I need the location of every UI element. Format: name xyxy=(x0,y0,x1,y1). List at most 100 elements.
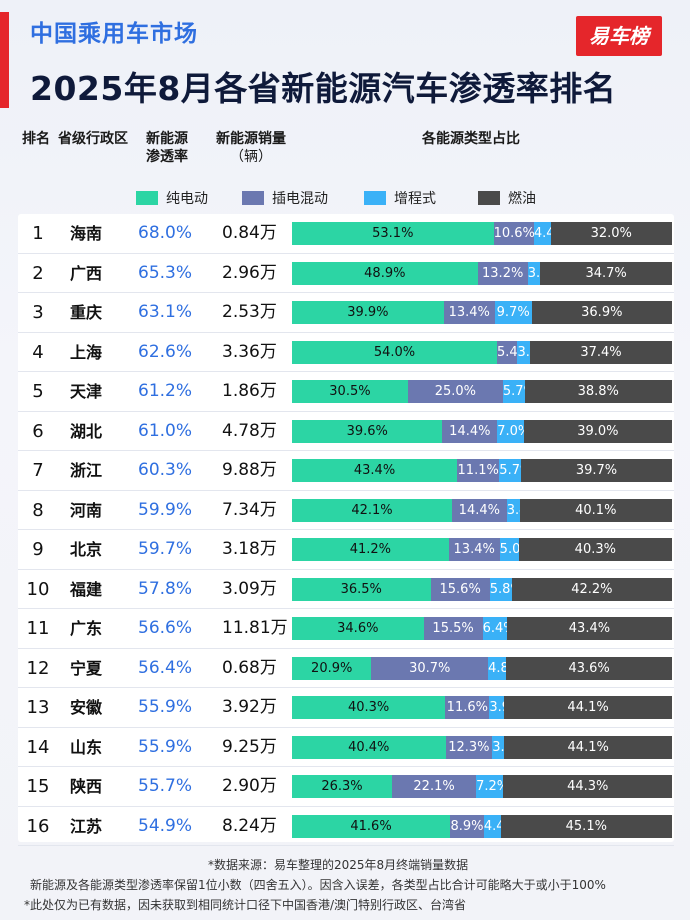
share-bar: 40.4% 12.3%3.2% 44.1% xyxy=(292,735,672,759)
bar-label-ice: 32.0% xyxy=(590,226,632,241)
bar-segment-phev: 13.4% xyxy=(448,538,500,561)
legend-swatch-erev xyxy=(364,191,386,205)
legend-label-ice: 燃油 xyxy=(508,191,536,207)
bar-segment-phev: 11.1% xyxy=(457,459,500,482)
rank-cell: 3 xyxy=(32,302,44,323)
bar-segment-ice: 39.7% xyxy=(520,459,672,482)
penetration-cell: 63.1% xyxy=(138,302,193,322)
table-row: 14 山东 55.9% 9.25万 40.4% 12.3%3.2% 44.1% xyxy=(18,728,674,767)
share-bar: 26.3% 22.1% 7.2% 44.3% xyxy=(292,775,672,798)
ranking-table: 1海南68.0%0.84万53.1%10.6%4.4%32.0%2广西65.3%… xyxy=(18,214,674,846)
rank-cell: 7 xyxy=(32,460,44,481)
bar-segment-phev: 8.9% xyxy=(450,814,484,838)
bar-segment-ice: 43.4% xyxy=(506,617,672,640)
bar-segment-ice: 39.0% xyxy=(523,419,672,443)
bar-label-bev: 42.1% xyxy=(351,502,393,518)
table-row: 10 福建 57.8% 3.09万 36.5% 15.6% 5.8% 42.2% xyxy=(18,570,674,609)
bar-segment-phev: 12.3% xyxy=(445,735,493,759)
col-sales-header-line1: 新能源销量 xyxy=(216,131,286,147)
bar-segment-erev: 9.7% xyxy=(494,301,532,324)
table-row: 3 重庆 63.1% 2.53万 39.9% 13.4% 9.7% 36.9% xyxy=(18,293,674,333)
penetration-cell: 55.9% xyxy=(138,697,193,717)
table-row: 9 北京 59.7% 3.18万 41.2% 13.4% 5.0% 40.3% xyxy=(18,530,674,570)
table-row: 13 安徽 55.9% 3.92万 40.3% 11.6%3.9% 44.1% xyxy=(18,688,674,728)
bar-label-ice: 42.2% xyxy=(571,581,613,597)
sales-cell: 2.96万 xyxy=(222,262,277,283)
bar-segment-ice: 42.2% xyxy=(511,577,672,601)
bar-label-phev: 14.4% xyxy=(458,502,500,518)
bar-label-phev: 15.6% xyxy=(439,581,481,597)
bar-segment-bev: 36.5% xyxy=(292,577,431,601)
province-cell: 宁夏 xyxy=(70,658,103,678)
bar-segment-ice: 36.9% xyxy=(531,301,672,324)
penetration-cell: 55.9% xyxy=(138,736,193,757)
table-row: 8 河南 59.9% 7.34万 42.1% 14.4% 3.4% 40.1% xyxy=(18,491,674,530)
col-share-header: 各能源类型占比 xyxy=(422,131,520,147)
bar-label-phev: 12.3% xyxy=(448,739,490,755)
bar-segment-phev: 5.4% xyxy=(496,340,530,364)
rank-cell: 11 xyxy=(26,618,50,639)
bar-label-phev: 8.9% xyxy=(450,818,484,834)
bar-segment-erev: 4.4% xyxy=(533,222,567,245)
bar-segment-phev: 13.2% xyxy=(477,261,528,285)
bar-label-phev: 13.4% xyxy=(448,305,490,320)
col-rate-header-line2: 渗透率 xyxy=(146,149,188,165)
bar-label-bev: 43.4% xyxy=(353,463,396,478)
sales-cell: 3.18万 xyxy=(222,539,277,559)
legend-swatch-phev xyxy=(242,191,264,205)
page-subtitle: 中国乘用车市场 xyxy=(30,21,198,47)
brand-logo: 易车榜 xyxy=(576,16,662,56)
table-row: 5 天津 61.2% 1.86万 30.5% 25.0% 5.7% 38.8% xyxy=(18,372,674,412)
penetration-cell: 61.2% xyxy=(138,381,193,401)
legend-label-phev: 插电混动 xyxy=(272,191,328,207)
accent-bar xyxy=(0,12,9,108)
bar-segment-erev: 5.0% xyxy=(499,538,533,561)
rank-cell: 5 xyxy=(32,381,44,402)
rounding-note: 新能源及各能源类型渗透率保留1位小数（四舍五入）。因含入误差，各类型占比合计可能… xyxy=(30,878,606,892)
penetration-cell: 55.7% xyxy=(138,776,193,796)
province-cell: 浙江 xyxy=(70,461,103,480)
sales-cell: 0.68万 xyxy=(222,657,277,678)
bar-label-phev: 11.6% xyxy=(446,700,488,715)
bar-segment-bev: 39.9% xyxy=(292,301,444,324)
penetration-cell: 59.7% xyxy=(138,539,193,559)
province-cell: 北京 xyxy=(70,540,103,559)
bar-segment-bev: 20.9% xyxy=(292,656,372,680)
province-cell: 山东 xyxy=(70,737,103,757)
bar-segment-phev: 10.6% xyxy=(493,222,535,245)
rank-cell: 15 xyxy=(26,776,50,797)
bar-segment-erev: 5.7% xyxy=(499,459,532,482)
bar-label-ice: 40.3% xyxy=(574,542,616,557)
rank-cell: 4 xyxy=(32,341,44,363)
sales-cell: 3.36万 xyxy=(222,341,277,362)
bar-label-phev: 25.0% xyxy=(434,384,477,399)
bar-segment-phev: 15.5% xyxy=(423,617,483,640)
sales-cell: 9.88万 xyxy=(222,460,277,480)
col-rank-header: 排名 xyxy=(22,131,50,147)
legend-label-bev: 纯电动 xyxy=(166,191,208,207)
bar-segment-phev: 13.4% xyxy=(443,301,495,324)
bar-label-ice: 39.7% xyxy=(575,463,618,478)
table-row: 12 宁夏 56.4% 0.68万 20.9% 30.7% 4.8% 43.6% xyxy=(18,649,674,688)
share-bar: 43.4% 11.1% 5.7% 39.7% xyxy=(292,459,672,482)
sales-cell: 8.24万 xyxy=(222,815,277,836)
bar-label-ice: 43.6% xyxy=(568,660,610,676)
rank-cell: 9 xyxy=(32,539,44,560)
province-cell: 海南 xyxy=(70,224,103,243)
bar-label-bev: 20.9% xyxy=(311,660,353,676)
province-cell: 河南 xyxy=(70,500,103,520)
bar-label-ice: 44.1% xyxy=(567,700,609,715)
bar-segment-bev: 26.3% xyxy=(292,775,393,798)
bar-segment-ice: 40.3% xyxy=(518,538,672,561)
bar-label-bev: 53.1% xyxy=(372,226,414,241)
share-bar: 36.5% 15.6% 5.8% 42.2% xyxy=(292,577,672,601)
rank-cell: 10 xyxy=(26,578,50,600)
bar-segment-ice: 44.1% xyxy=(504,735,672,759)
source-note: *数据来源：易车整理的2025年8月终端销量数据 xyxy=(208,858,469,872)
province-cell: 广西 xyxy=(70,263,103,283)
bar-segment-erev: 7.2% xyxy=(476,775,509,798)
province-cell: 湖北 xyxy=(70,421,103,441)
sales-cell: 3.92万 xyxy=(222,697,277,717)
bar-label-erev: 7.0% xyxy=(497,423,531,439)
sales-cell: 11.81万 xyxy=(222,618,288,638)
